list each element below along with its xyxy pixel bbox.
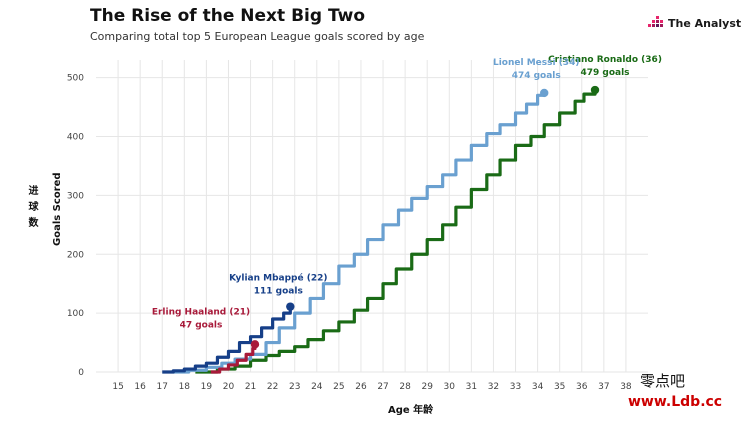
watermark-line1: 零点吧 <box>640 372 686 390</box>
chart-title: The Rise of the Next Big Two <box>90 6 366 26</box>
x-tick-label: 18 <box>179 382 191 392</box>
x-tick-label: 20 <box>223 382 235 392</box>
x-tick-label: 21 <box>245 382 256 392</box>
x-tick-label: 38 <box>620 382 632 392</box>
x-tick-label: 23 <box>289 382 300 392</box>
series-end-point <box>590 85 600 95</box>
series-name-label: Erling Haaland (21) <box>152 307 250 317</box>
x-tick-label: 34 <box>532 382 544 392</box>
x-tick-label: 36 <box>576 382 588 392</box>
x-tick-label: 26 <box>355 382 367 392</box>
series-name-label: Lionel Messi (34) <box>493 58 579 68</box>
brand-logo: The Analyst <box>648 16 741 30</box>
y-tick-label: 500 <box>67 74 84 84</box>
y-tick-label: 0 <box>78 368 84 378</box>
y-tick-label: 300 <box>67 191 84 201</box>
x-tick-label: 35 <box>554 382 565 392</box>
y-axis-label-zh: 进球数 <box>26 185 37 233</box>
x-tick-label: 33 <box>510 382 521 392</box>
series-line <box>162 306 292 374</box>
series-goals-label: 474 goals <box>512 71 561 81</box>
x-tick-label: 19 <box>201 382 213 392</box>
x-tick-label: 31 <box>466 382 477 392</box>
x-tick-label: 32 <box>488 382 499 392</box>
x-tick-label: 17 <box>157 382 168 392</box>
x-tick-label: 25 <box>333 382 344 392</box>
x-axis-label: Age 年龄 <box>388 405 434 416</box>
chart-subtitle: Comparing total top 5 European League go… <box>90 30 425 43</box>
series-goals-label: 47 goals <box>180 320 223 330</box>
x-tick-label: 30 <box>444 382 456 392</box>
y-tick-label: 100 <box>67 309 84 319</box>
watermark-line2: www.Ldb.cc <box>628 394 723 410</box>
x-tick-label: 22 <box>267 382 278 392</box>
x-tick-label: 28 <box>399 382 411 392</box>
brand-name: The Analyst <box>668 16 742 30</box>
series-name-label: Cristiano Ronaldo (36) <box>548 55 662 65</box>
y-axis-label: Goals Scored <box>52 172 63 246</box>
brand-icon <box>648 16 664 30</box>
watermark: 零点吧 www.Ldb.cc <box>628 370 722 410</box>
y-tick-label: 400 <box>67 133 84 143</box>
x-tick-label: 27 <box>377 382 388 392</box>
x-tick-label: 37 <box>598 382 609 392</box>
series-name-label: Kylian Mbappé (22) <box>229 273 327 284</box>
series-end-point <box>540 88 549 98</box>
x-tick-label: 15 <box>112 382 123 392</box>
series-line <box>210 344 257 374</box>
x-tick-label: 16 <box>134 382 146 392</box>
series-end-point <box>286 302 295 311</box>
y-tick-label: 200 <box>67 250 84 260</box>
series-end-point <box>250 340 260 349</box>
series-goals-label: 479 goals <box>580 68 629 78</box>
series-line <box>195 90 597 374</box>
x-tick-label: 24 <box>311 382 323 392</box>
x-tick-label: 29 <box>421 382 433 392</box>
series-goals-label: 111 goals <box>254 287 303 297</box>
